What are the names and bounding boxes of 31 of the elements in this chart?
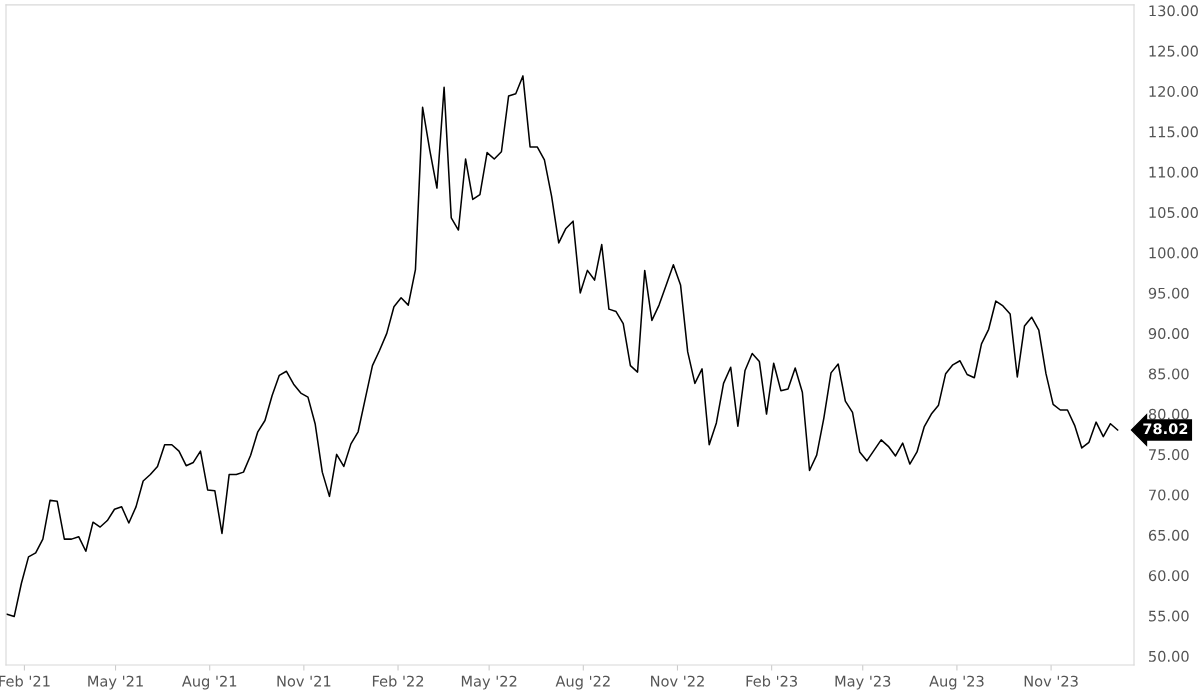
x-tick-label: Feb '21 (0, 675, 50, 687)
x-tick-label: May '22 (461, 675, 517, 690)
x-tick-label: Nov '21 (277, 675, 331, 687)
data-label: 78.02 (1143, 423, 1188, 435)
y-tick-label: 65.00 (1148, 529, 1189, 541)
y-tick-label: 105.00 (1149, 207, 1198, 219)
y-tick-label: 120.00 (1149, 85, 1198, 97)
y-tick-label: 85.00 (1148, 368, 1189, 380)
y-tick-label: 95.00 (1148, 287, 1189, 299)
x-tick-label: Aug '23 (929, 675, 984, 690)
y-tick-label: 100.00 (1149, 247, 1198, 259)
y-tick-label: 90.00 (1148, 328, 1189, 340)
x-tick-label: Nov '23 (1024, 675, 1078, 687)
y-tick-label: 75.00 (1149, 449, 1189, 461)
y-tick-label: 125.00 (1149, 45, 1198, 57)
y-tick-label: 70.00 (1149, 489, 1189, 501)
x-tick-label: Nov '22 (651, 675, 704, 687)
x-tick-label: May '21 (88, 675, 143, 690)
y-tick-label: 55.00 (1149, 610, 1189, 622)
y-tick-label: 115.00 (1149, 126, 1198, 138)
x-tick-label: Aug '21 (181, 675, 237, 690)
line-series (6, 75, 1119, 618)
y-tick-label: 60.00 (1148, 570, 1189, 582)
y-tick-label: 50.00 (1149, 650, 1189, 662)
y-tick-label: 110.00 (1149, 166, 1198, 178)
x-tick-label: Feb '22 (372, 675, 424, 687)
y-tick-label: 130.00 (1149, 5, 1198, 17)
y-tick-label: 80.00 (1148, 408, 1189, 420)
x-tick-label: May '23 (835, 675, 891, 690)
x-tick-label: Feb '23 (746, 675, 797, 687)
x-tick-label: Aug '22 (555, 675, 610, 690)
